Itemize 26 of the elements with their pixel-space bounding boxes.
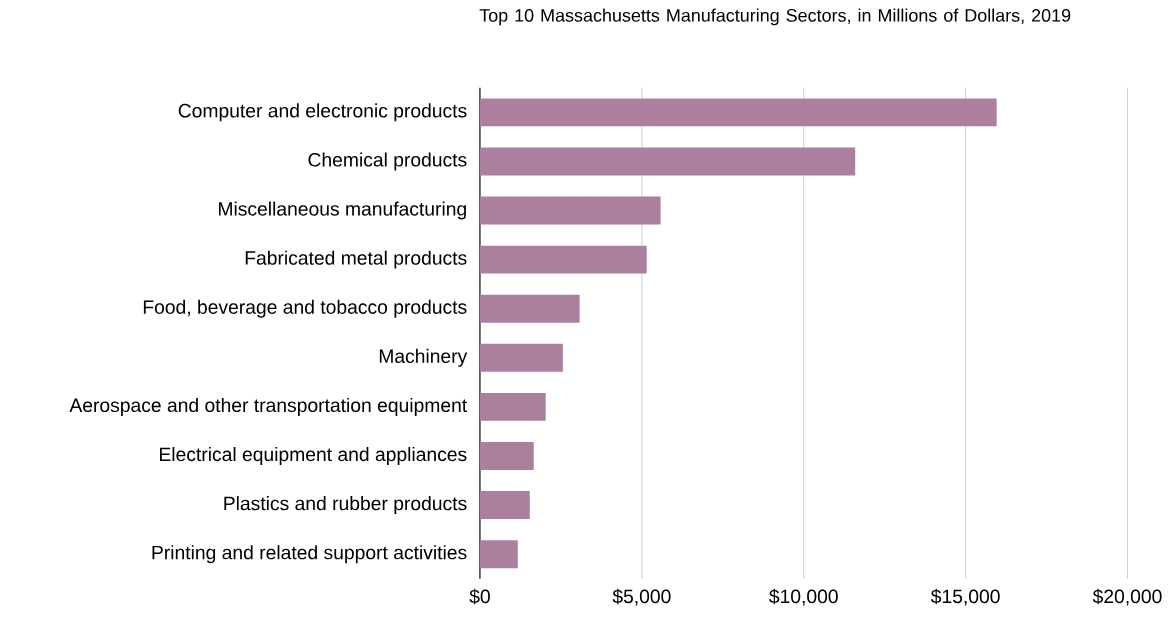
x-tick-label: $5,000 [612,588,671,606]
bar [479,147,856,176]
bar [479,98,997,127]
chart-title: Top 10 Massachusetts Manufacturing Sectors, in Millions of Dollars, 2019 [479,8,1071,26]
y-tick-label: Computer and electronic products [178,103,467,122]
x-tick-label: $15,000 [930,588,1000,606]
x-tick-label: $0 [469,588,490,605]
x-tick-label: $10,000 [769,588,838,606]
y-tick-label: Food, beverage and tobacco products [143,299,467,318]
bar [479,294,580,323]
y-tick-label: Plastics and rubber products [224,496,467,515]
y-tick-label: Electrical equipment and appliances [160,447,467,466]
x-tick-label: $20,000 [1092,588,1162,606]
y-tick-label: Printing and related support activities [152,545,467,564]
y-tick-label: Aerospace and other transportation equipment [69,398,468,417]
bar [479,344,563,372]
y-tick-label: Machinery [379,349,468,367]
y-tick-label: Fabricated metal products [245,250,467,269]
bar [479,442,534,471]
bar [479,245,647,274]
y-tick-label: Miscellaneous manufacturing [219,201,466,220]
bar [479,196,661,225]
bar [479,393,546,422]
bar [479,491,530,520]
y-tick-label: Chemical products [308,152,467,171]
bar [479,540,518,569]
